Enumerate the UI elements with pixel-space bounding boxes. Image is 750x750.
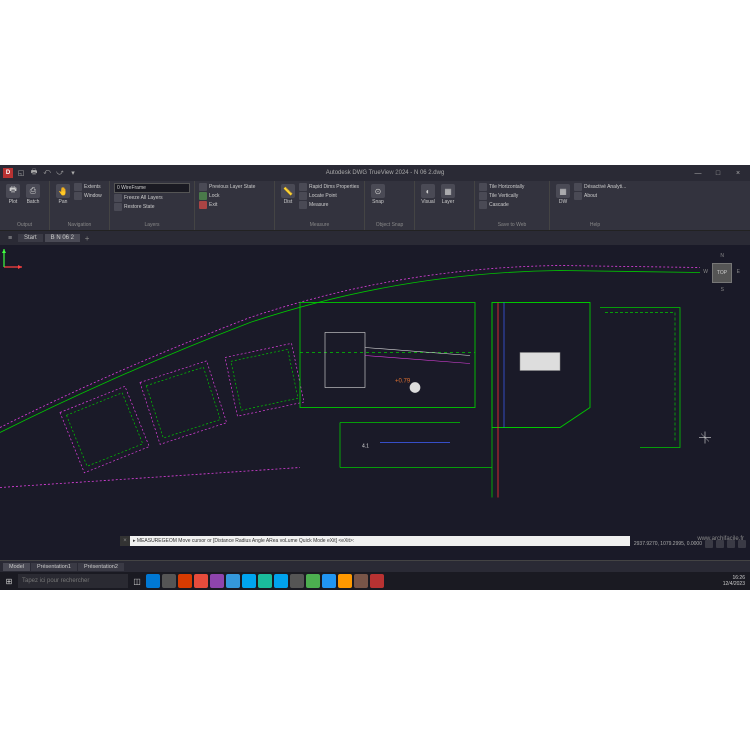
rapid-dims-button[interactable]: Rapid Dims Properties (299, 183, 359, 191)
start-tab[interactable]: Start (18, 234, 43, 242)
prev-layer-button[interactable]: Previous Layer State (199, 183, 270, 191)
close-button[interactable]: × (732, 167, 744, 179)
system-clock[interactable]: 16:26 12/4/2023 (723, 575, 748, 587)
qat-3[interactable]: ⤺ (42, 168, 52, 178)
layout-tab-2[interactable]: Présentation2 (78, 563, 124, 571)
qat-4[interactable]: ⤻ (55, 168, 65, 178)
layout-tab-1[interactable]: Présentation1 (31, 563, 77, 571)
start-button[interactable]: ⊞ (2, 574, 16, 588)
measure-button[interactable]: Measure (299, 201, 359, 209)
watermark: www.archifacile.fr (697, 536, 744, 542)
coordinates: 2937.9270, 1079.2995, 0.0000 (634, 541, 702, 547)
taskbar-app-1[interactable] (162, 574, 176, 588)
about-button[interactable]: About (574, 192, 626, 200)
layer-dropdown[interactable]: 0 WireFrame (114, 183, 190, 193)
analytics-button[interactable]: Désactivé Analyti... (574, 183, 626, 191)
tile-h-button[interactable]: Tile Horizontally (479, 183, 545, 191)
taskbar-app-0[interactable] (146, 574, 160, 588)
window-button[interactable]: Window (74, 192, 102, 200)
model-tab[interactable]: Model (3, 563, 30, 571)
qat-5[interactable]: ▾ (68, 168, 78, 178)
maximize-button[interactable]: □ (712, 167, 724, 179)
file-menu-icon[interactable]: ≡ (4, 233, 16, 243)
windows-taskbar: ⊞ Tapez ici pour rechercher ◫ 16:26 12/4… (0, 572, 750, 590)
taskbar-app-6[interactable] (242, 574, 256, 588)
cmd-input[interactable]: ▸ MEASUREGEOM Move cursor or [Distance R… (130, 536, 630, 546)
ribbon: 🖶Plot ⎙Batch Output 🤚Pan Extents Window … (0, 181, 750, 231)
freeze-button[interactable]: Freeze All Layers (114, 194, 190, 202)
search-input[interactable]: Tapez ici pour rechercher (18, 574, 128, 588)
locate-button[interactable]: Locate Point (299, 192, 359, 200)
app-window: D ◱ 🖶 ⤺ ⤻ ▾ Autodesk DWG TrueView 2024 -… (0, 165, 750, 590)
plot-button[interactable]: 🖶Plot (4, 183, 22, 222)
layer-panel-button[interactable]: ▦Layer (439, 183, 457, 228)
exit-button[interactable]: Exit (199, 201, 270, 209)
file-tabs: ≡ Start B N 06 2 + (0, 231, 750, 245)
qat-2[interactable]: 🖶 (29, 168, 39, 178)
taskbar-app-7[interactable] (258, 574, 272, 588)
layout-tabs: Model Présentation1 Présentation2 (0, 560, 750, 572)
ucs-icon (0, 245, 750, 560)
current-file-tab[interactable]: B N 06 2 (45, 234, 80, 242)
taskbar-app-4[interactable] (210, 574, 224, 588)
taskbar-app-2[interactable] (178, 574, 192, 588)
task-view-icon[interactable]: ◫ (130, 574, 144, 588)
visual-button[interactable]: ◐Visual (419, 183, 437, 228)
command-line[interactable]: × ▸ MEASUREGEOM Move cursor or [Distance… (120, 536, 630, 546)
titlebar: D ◱ 🖶 ⤺ ⤻ ▾ Autodesk DWG TrueView 2024 -… (0, 165, 750, 181)
taskbar-app-5[interactable] (226, 574, 240, 588)
taskbar-app-11[interactable] (322, 574, 336, 588)
taskbar-app-14[interactable] (370, 574, 384, 588)
dw-button[interactable]: ▦DW (554, 183, 572, 222)
tile-v-button[interactable]: Tile Vertically (479, 192, 545, 200)
taskbar-app-3[interactable] (194, 574, 208, 588)
drawing-canvas[interactable]: +0.79 4.1 N E W S TOP × ▸ MEASUREGEOM Mo… (0, 245, 750, 560)
minimize-button[interactable]: — (692, 167, 704, 179)
taskbar-app-9[interactable] (290, 574, 304, 588)
app-logo: D (3, 168, 13, 178)
restore-button[interactable]: Restore State (114, 203, 190, 211)
cascade-button[interactable]: Cascade (479, 201, 545, 209)
pan-button[interactable]: 🤚Pan (54, 183, 72, 222)
add-tab-button[interactable]: + (82, 234, 92, 243)
batch-button[interactable]: ⎙Batch (24, 183, 42, 222)
taskbar-app-10[interactable] (306, 574, 320, 588)
qat-1[interactable]: ◱ (16, 168, 26, 178)
lock-button[interactable]: Lock (199, 192, 270, 200)
window-title: Autodesk DWG TrueView 2024 - N 06 2.dwg (78, 170, 692, 176)
distance-button[interactable]: 📏Dist (279, 183, 297, 222)
extents-button[interactable]: Extents (74, 183, 102, 191)
taskbar-app-8[interactable] (274, 574, 288, 588)
taskbar-app-13[interactable] (354, 574, 368, 588)
snap-button[interactable]: ⊙Snap (369, 183, 387, 222)
cmd-close-icon[interactable]: × (120, 536, 130, 546)
taskbar-app-12[interactable] (338, 574, 352, 588)
